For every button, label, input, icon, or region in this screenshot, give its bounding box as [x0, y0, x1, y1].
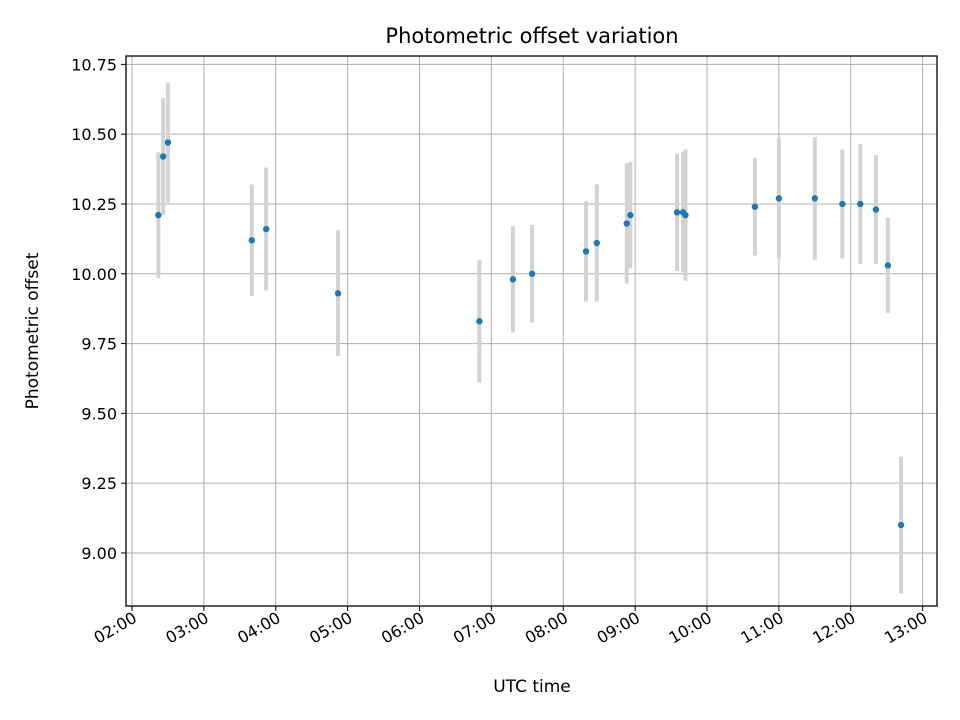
- data-point: [334, 290, 342, 297]
- data-point: [682, 211, 689, 219]
- data-point: [476, 318, 483, 325]
- data-point: [857, 200, 864, 208]
- y-tick-label: 9.50: [81, 404, 117, 423]
- data-point: [593, 239, 600, 247]
- y-tick-label: 10.25: [71, 195, 117, 214]
- data-point: [248, 237, 255, 244]
- y-axis-label: Photometric offset: [23, 252, 43, 409]
- y-axis-ticks: 9.00 9.25 9.50 9.75 10.00 10.25 10.50 10.75: [71, 55, 126, 563]
- data-point: [155, 211, 162, 219]
- data-point: [811, 195, 819, 202]
- data-point: [839, 200, 846, 208]
- data-point: [262, 225, 270, 233]
- y-tick-label: 10.75: [71, 55, 117, 74]
- data-point: [884, 262, 892, 269]
- x-axis-label: UTC time: [493, 677, 571, 697]
- y-tick-label: 9.75: [81, 335, 117, 354]
- data-point: [623, 220, 630, 227]
- y-tick-label: 9.25: [81, 474, 117, 493]
- data-point: [673, 209, 681, 216]
- data-point: [627, 211, 634, 219]
- plot-frame: [125, 55, 938, 607]
- data-point: [509, 276, 517, 283]
- data-point: [582, 248, 590, 255]
- data-points: [155, 139, 905, 529]
- data-point: [164, 139, 172, 146]
- y-tick-label: 9.00: [81, 544, 117, 563]
- data-point: [159, 153, 167, 160]
- grid: [126, 56, 937, 606]
- y-tick-label: 10.50: [71, 125, 117, 144]
- data-point: [872, 206, 880, 213]
- y-tick-label: 10.00: [71, 265, 117, 284]
- data-point: [897, 521, 905, 529]
- data-point: [775, 195, 783, 202]
- data-point: [751, 203, 759, 210]
- chart-title: Photometric offset variation: [385, 24, 678, 48]
- data-point: [528, 270, 536, 277]
